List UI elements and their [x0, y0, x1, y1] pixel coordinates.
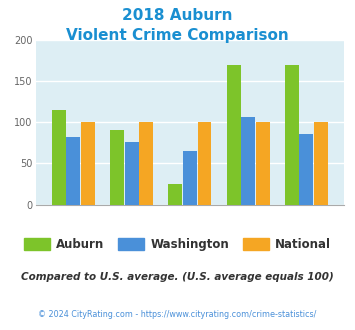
Bar: [226, 65, 241, 205]
Bar: [125, 142, 139, 205]
Bar: [183, 151, 197, 205]
Bar: [300, 134, 313, 205]
Text: Compared to U.S. average. (U.S. average equals 100): Compared to U.S. average. (U.S. average …: [21, 272, 334, 282]
Bar: [110, 130, 124, 205]
Legend: Auburn, Washington, National: Auburn, Washington, National: [19, 233, 336, 256]
Bar: [168, 184, 182, 205]
Bar: [314, 122, 328, 205]
Bar: [66, 137, 80, 205]
Bar: [52, 110, 66, 205]
Bar: [241, 117, 255, 205]
Bar: [256, 122, 270, 205]
Bar: [197, 122, 212, 205]
Text: 2018 Auburn: 2018 Auburn: [122, 8, 233, 23]
Bar: [285, 65, 299, 205]
Bar: [81, 122, 95, 205]
Text: © 2024 CityRating.com - https://www.cityrating.com/crime-statistics/: © 2024 CityRating.com - https://www.city…: [38, 310, 317, 319]
Text: Violent Crime Comparison: Violent Crime Comparison: [66, 28, 289, 43]
Bar: [139, 122, 153, 205]
